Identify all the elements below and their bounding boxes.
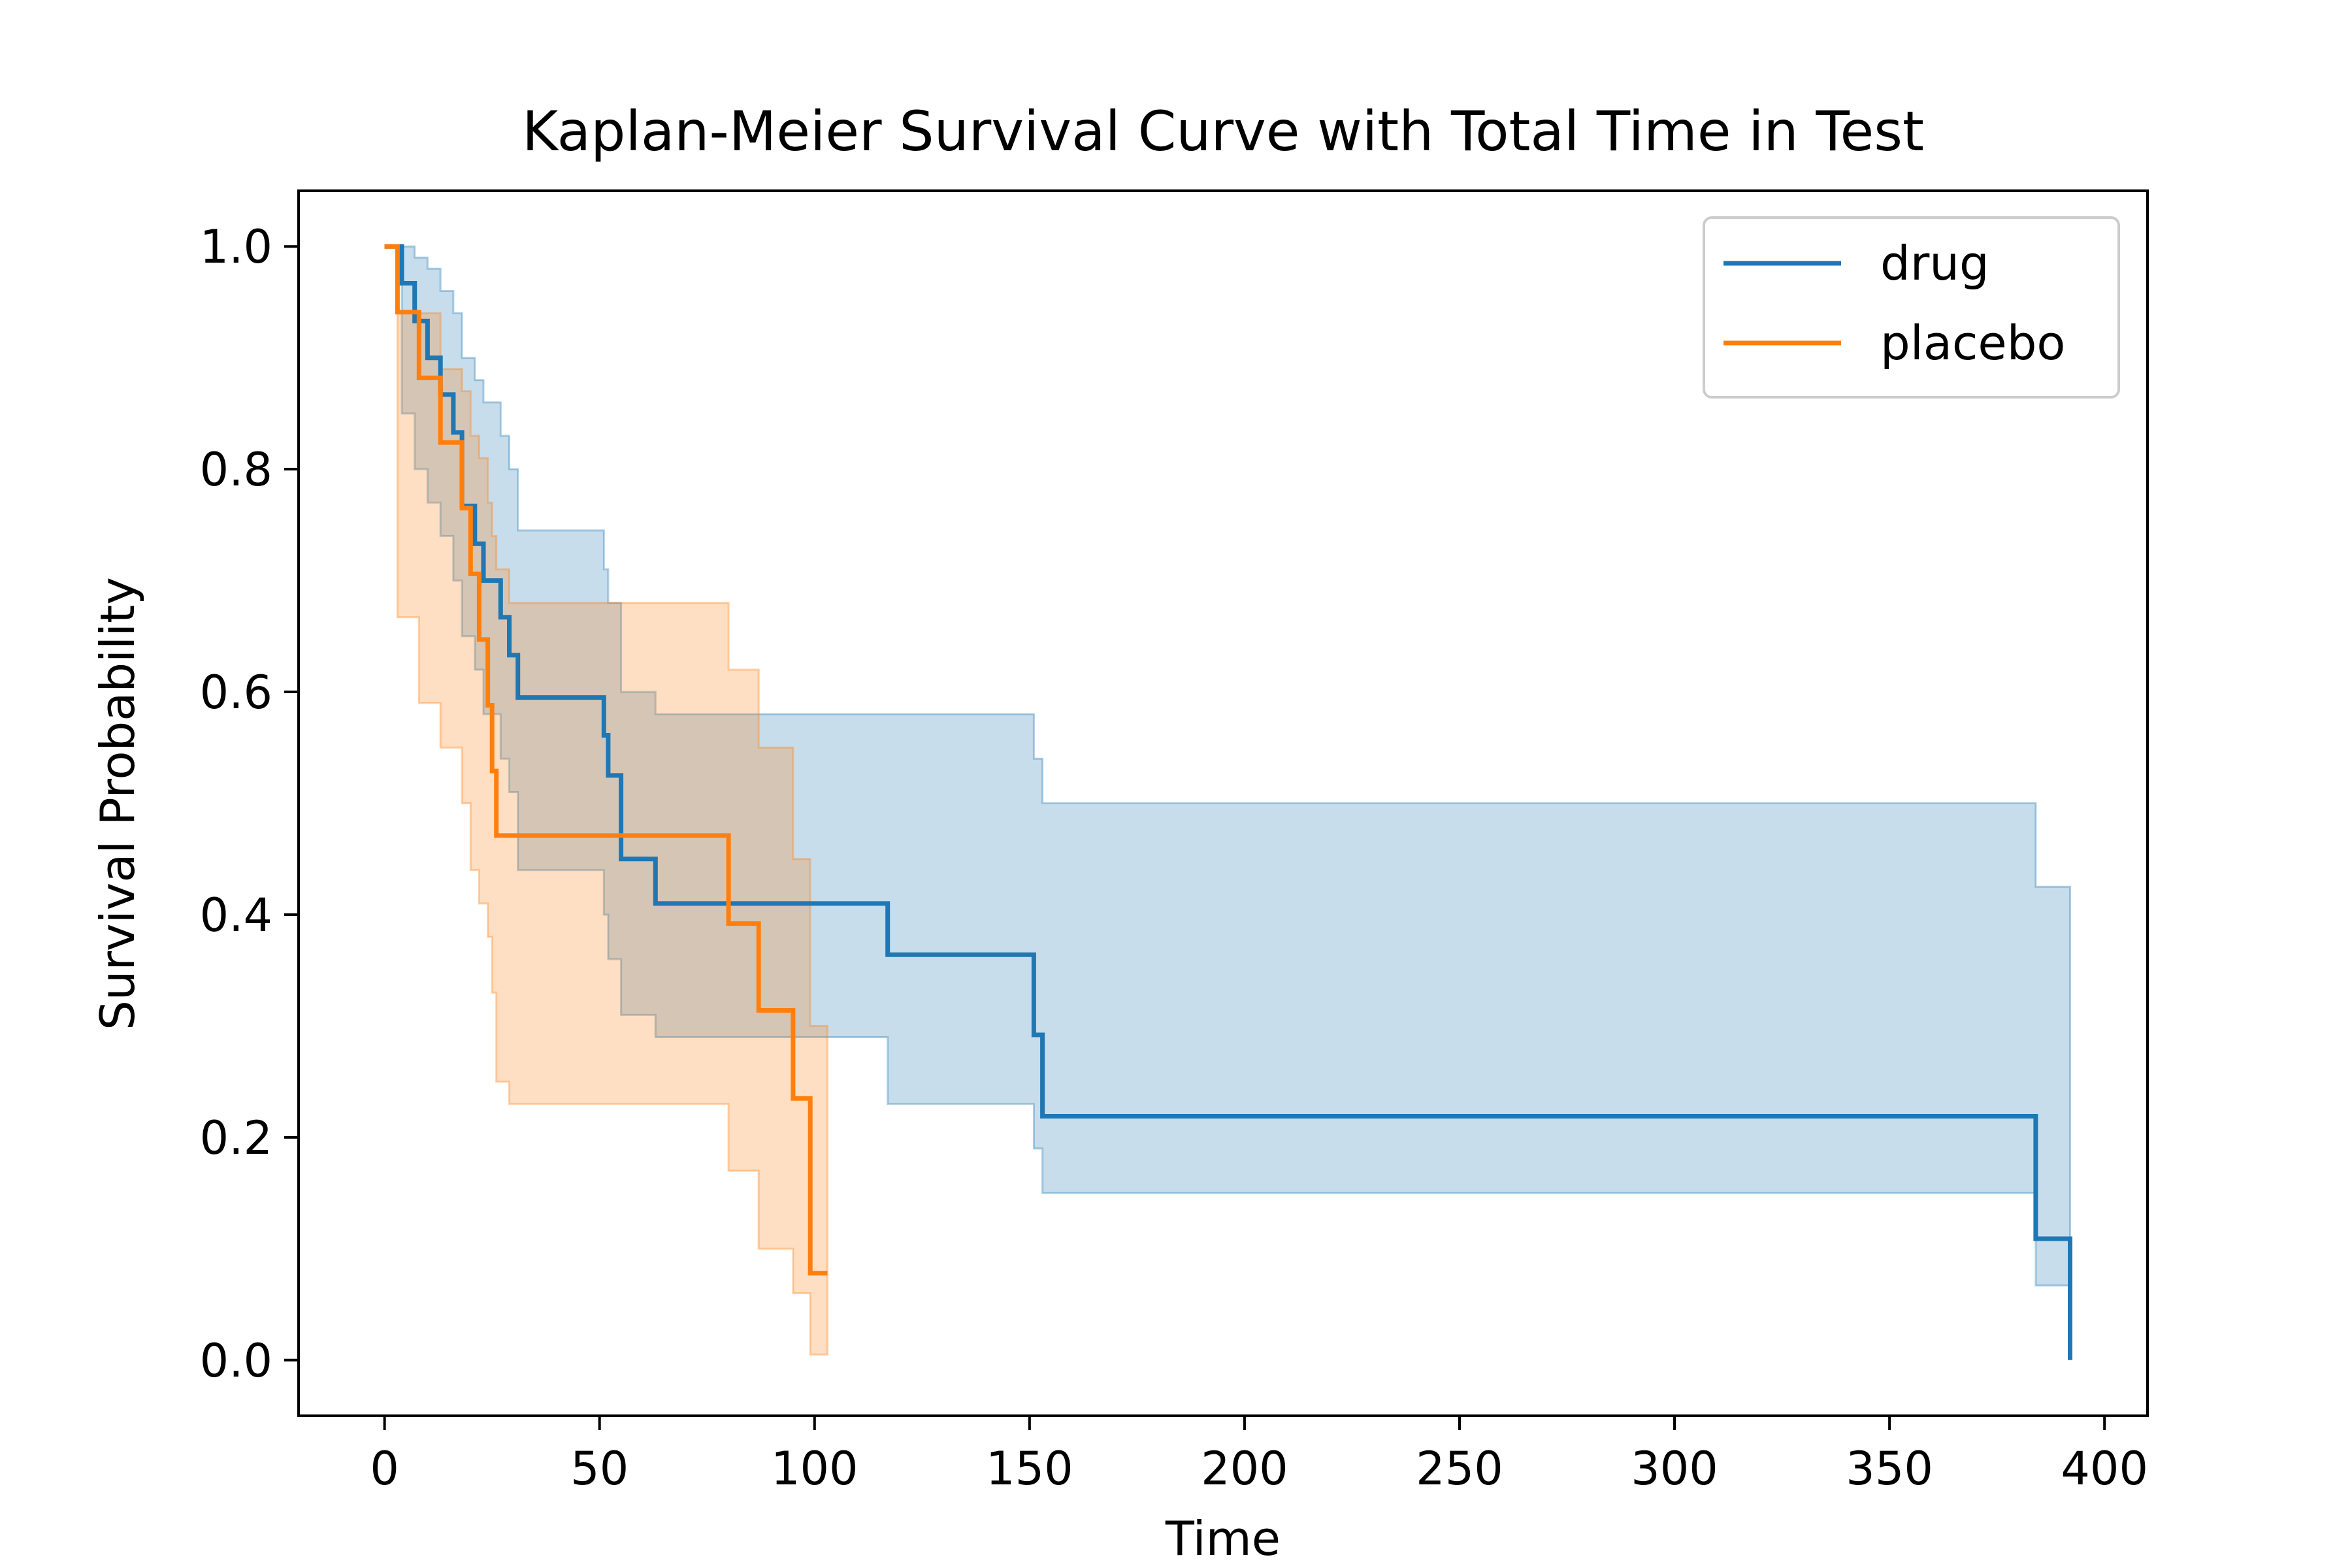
survival-line-drug	[384, 244, 2072, 1360]
axes-frame	[297, 189, 2149, 1417]
x-tick-label: 300	[1631, 1442, 1718, 1495]
plot-area	[384, 244, 2072, 1360]
x-tick-label: 250	[1416, 1442, 1503, 1495]
legend-label-placebo: placebo	[1880, 316, 2065, 370]
legend: drug placebo	[1703, 216, 2120, 399]
x-tick-label: 100	[771, 1442, 858, 1495]
y-axis-label: Survival Probability	[90, 577, 145, 1030]
y-tick-label: 0.8	[200, 443, 272, 497]
legend-label-drug: drug	[1880, 236, 1989, 291]
x-tick-label: 400	[2061, 1442, 2148, 1495]
y-tick-label: 0.4	[200, 889, 272, 942]
chart-title: Kaplan-Meier Survival Curve with Total T…	[522, 99, 1924, 163]
x-tick-label: 350	[1846, 1442, 1933, 1495]
y-tick-label: 0.2	[200, 1111, 272, 1165]
x-axis: 0 50 100 150 200 250 300 350 400	[370, 1416, 2148, 1495]
y-tick-label: 1.0	[200, 220, 272, 274]
x-tick-label: 50	[570, 1442, 629, 1495]
x-tick-label: 150	[986, 1442, 1073, 1495]
y-axis: 0.0 0.2 0.4 0.6 0.8 1.0	[200, 220, 299, 1388]
x-tick-label: 0	[370, 1442, 399, 1495]
x-axis-label: Time	[1165, 1511, 1281, 1566]
y-tick-label: 0.6	[200, 666, 272, 719]
ci-band-placebo	[384, 245, 828, 1356]
survival-line-placebo	[384, 244, 828, 1276]
y-tick-label: 0.0	[200, 1334, 272, 1388]
x-tick-label: 200	[1201, 1442, 1288, 1495]
